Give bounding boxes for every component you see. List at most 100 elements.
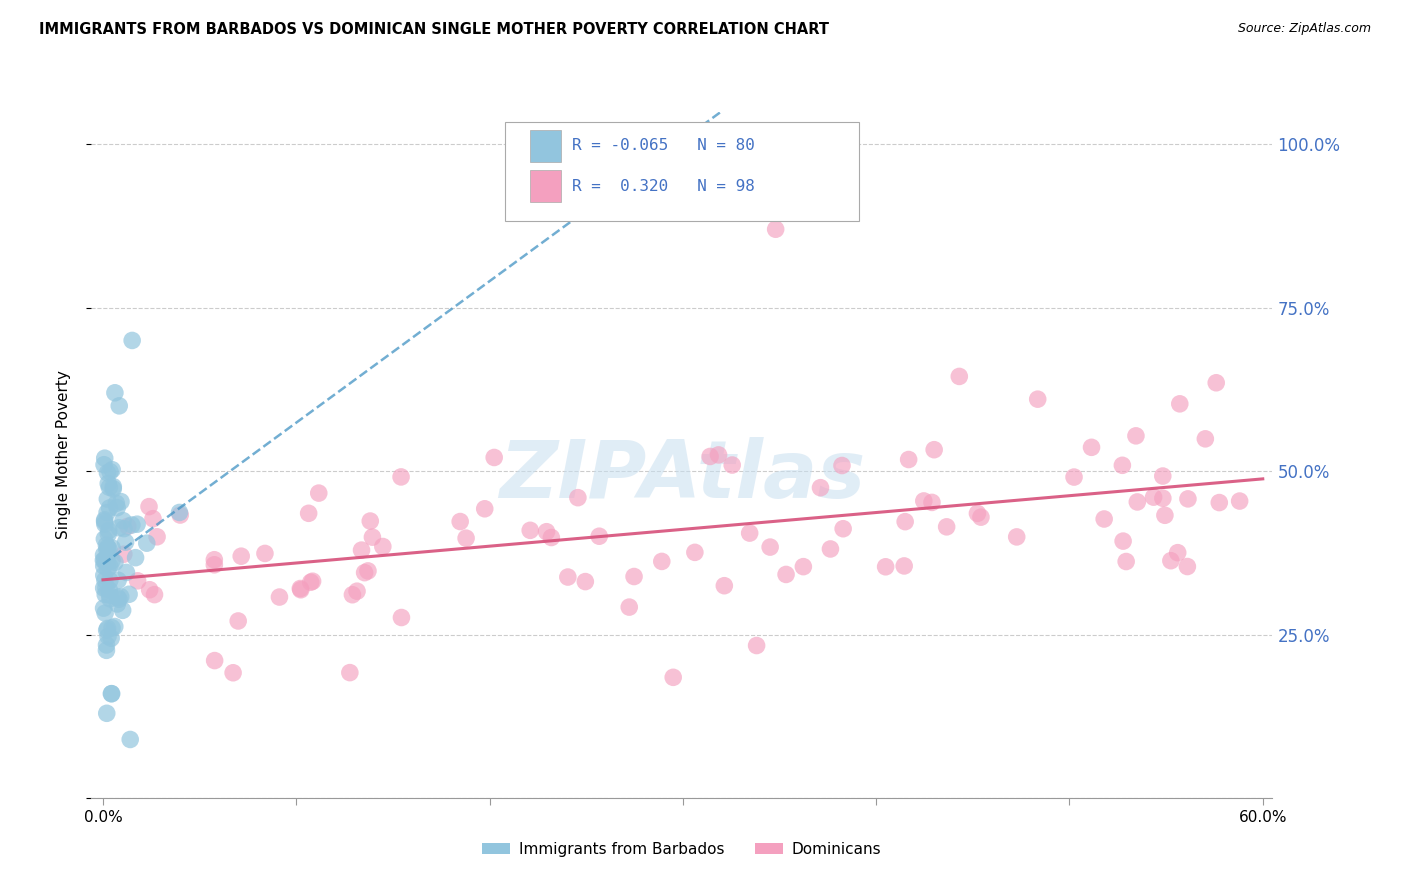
Point — [389, 470, 412, 484]
Point — [831, 458, 853, 473]
Point — [96, 706, 118, 721]
Point — [707, 448, 730, 462]
Point — [1112, 534, 1135, 549]
Point — [557, 570, 579, 584]
Point — [897, 452, 920, 467]
Point — [98, 559, 121, 574]
Point — [93, 458, 115, 472]
Point — [359, 514, 381, 528]
Legend: Immigrants from Barbados, Dominicans: Immigrants from Barbados, Dominicans — [477, 836, 887, 863]
Point — [970, 510, 993, 524]
Point — [111, 603, 134, 617]
Point — [683, 545, 706, 559]
Point — [353, 566, 375, 580]
Point — [346, 584, 368, 599]
Point — [98, 480, 121, 494]
Point — [135, 536, 157, 550]
Y-axis label: Single Mother Poverty: Single Mother Poverty — [56, 370, 70, 540]
Point — [269, 590, 291, 604]
Point — [567, 491, 589, 505]
Point — [662, 670, 685, 684]
Point — [231, 549, 253, 564]
Point — [100, 687, 122, 701]
Point — [121, 334, 143, 348]
Point — [93, 553, 115, 567]
Point — [96, 542, 118, 557]
Point — [98, 591, 121, 606]
Point — [357, 564, 380, 578]
Point — [1026, 392, 1049, 407]
Point — [921, 495, 943, 509]
Point — [536, 524, 558, 539]
Point — [105, 597, 128, 611]
Point — [96, 638, 118, 652]
Point — [1080, 440, 1102, 454]
Point — [97, 622, 120, 636]
Point — [96, 556, 118, 570]
Point — [619, 600, 641, 615]
Point — [792, 559, 814, 574]
Point — [922, 442, 945, 457]
Point — [103, 482, 125, 496]
Point — [948, 369, 970, 384]
Point — [108, 521, 131, 535]
Point — [482, 450, 505, 465]
Point — [759, 540, 782, 554]
Point — [350, 543, 373, 558]
Point — [935, 520, 957, 534]
Point — [94, 606, 117, 620]
Point — [93, 532, 115, 546]
Point — [222, 665, 245, 680]
Point — [93, 513, 115, 527]
Point — [1005, 530, 1028, 544]
Point — [117, 519, 139, 533]
Point — [112, 514, 135, 528]
Point — [115, 566, 138, 580]
Point — [966, 507, 988, 521]
Point — [96, 549, 118, 564]
Point — [1229, 494, 1251, 508]
Point — [371, 540, 394, 554]
Point — [93, 568, 115, 582]
Point — [574, 574, 596, 589]
Point — [204, 654, 226, 668]
Point — [1208, 495, 1230, 509]
Point — [143, 588, 166, 602]
Point — [98, 582, 121, 597]
Point — [98, 588, 121, 602]
Point — [1194, 432, 1216, 446]
Point — [169, 505, 191, 519]
Point — [623, 569, 645, 583]
Point — [96, 466, 118, 480]
Point — [114, 535, 136, 549]
Point — [97, 561, 120, 575]
Point — [104, 555, 127, 569]
Point — [127, 574, 149, 588]
Point — [101, 463, 124, 477]
Point — [93, 601, 115, 615]
Point — [120, 732, 142, 747]
Point — [588, 529, 610, 543]
Point — [112, 522, 135, 536]
Point — [108, 592, 131, 607]
Point — [121, 518, 143, 533]
Point — [301, 574, 323, 589]
Point — [519, 524, 541, 538]
Point — [820, 541, 842, 556]
Point — [1092, 512, 1115, 526]
Point — [96, 538, 118, 552]
Point — [1177, 559, 1199, 574]
Point — [308, 486, 330, 500]
Point — [97, 527, 120, 541]
Point — [97, 476, 120, 491]
Point — [98, 574, 121, 588]
Point — [1115, 555, 1137, 569]
Point — [110, 590, 132, 604]
Point — [96, 643, 118, 657]
Point — [893, 558, 915, 573]
Point — [391, 610, 413, 624]
Point — [1205, 376, 1227, 390]
Point — [105, 500, 128, 515]
Point — [745, 639, 768, 653]
FancyBboxPatch shape — [505, 122, 859, 221]
